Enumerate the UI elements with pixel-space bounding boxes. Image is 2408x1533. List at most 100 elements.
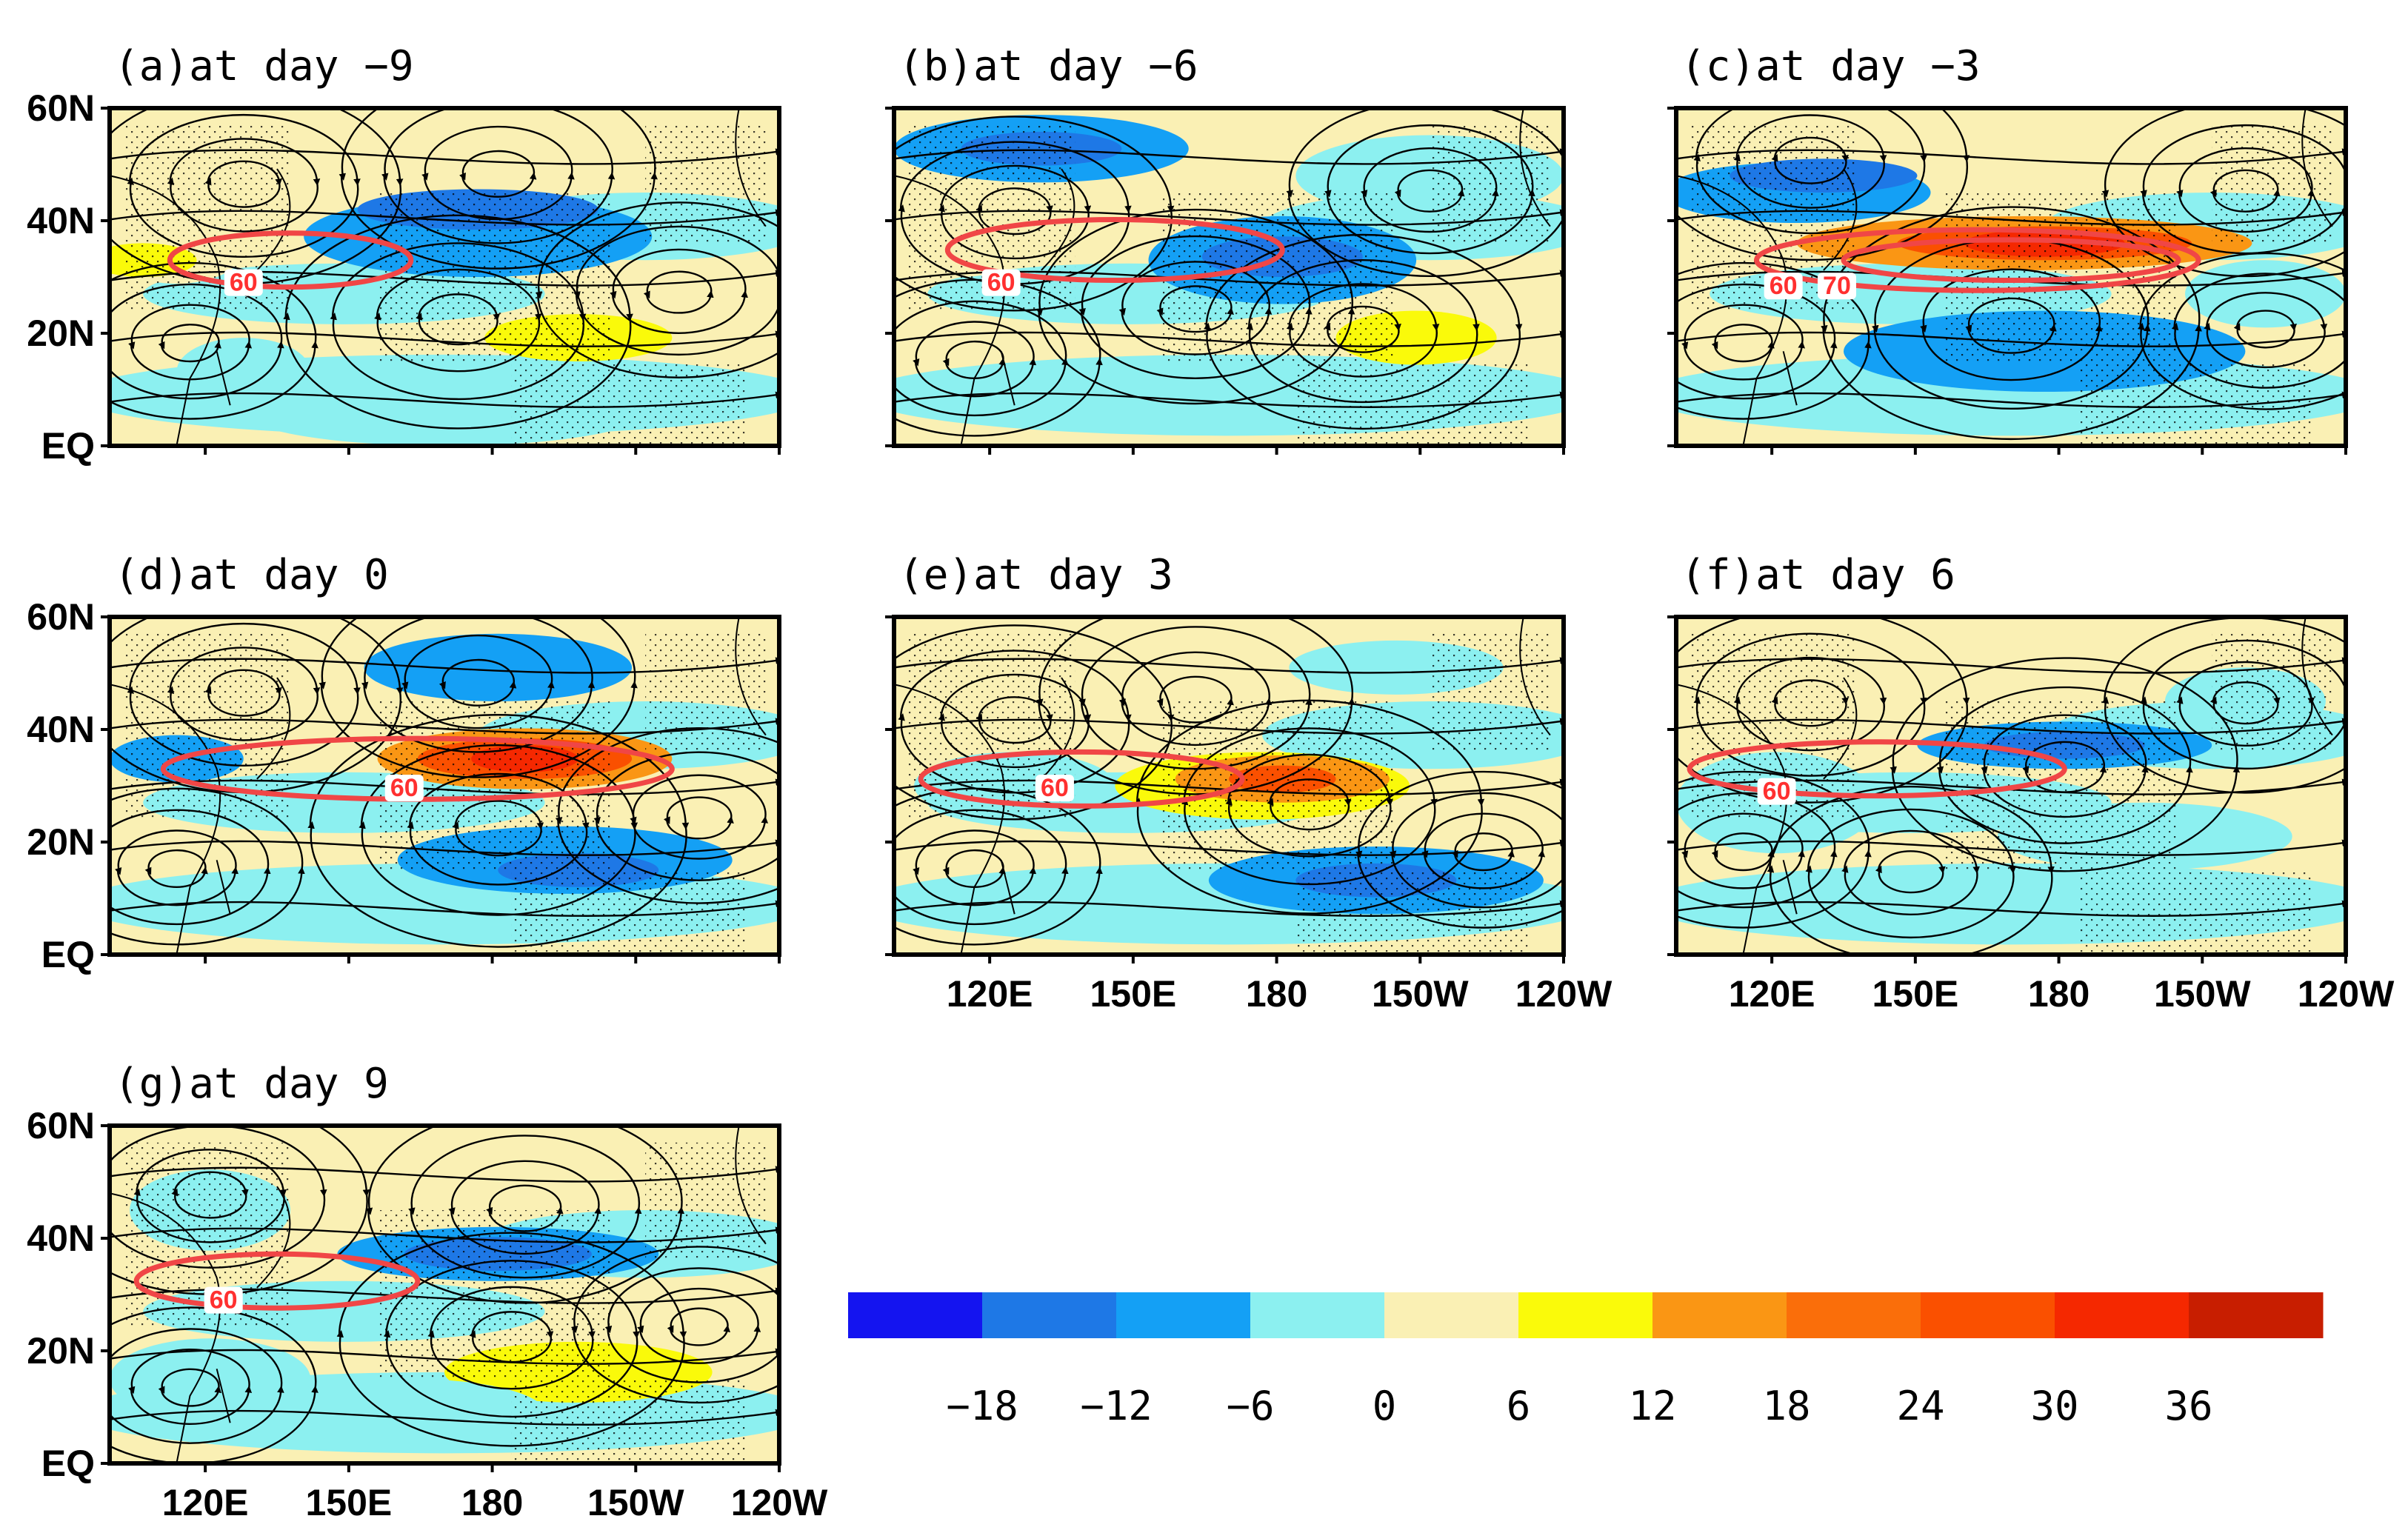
panel-c-title: (c)at day −3 (1681, 42, 1981, 90)
colorbar-segment (2189, 1292, 2324, 1338)
colorbar-tick-label: 0 (1373, 1383, 1397, 1429)
streamline (894, 148, 1564, 165)
streamline (110, 1126, 370, 1295)
y-tick-label: 60N (27, 596, 95, 638)
coastline (110, 1126, 767, 1463)
significance-stipple (645, 124, 766, 244)
panel-f-title: (f)at day 6 (1681, 551, 1955, 599)
streamline (110, 1166, 779, 1183)
streamline (894, 787, 1103, 946)
colorbar-segment (1384, 1292, 1519, 1338)
x-tick-label: 180 (461, 1482, 523, 1523)
y-tick-label: EQ (41, 1443, 95, 1484)
streamline (1676, 792, 1838, 909)
contour-label-bg (1757, 778, 1796, 805)
streamline (127, 113, 361, 258)
colorbar-tick-label: 6 (1507, 1383, 1531, 1429)
streamline (336, 1232, 687, 1447)
streamline (555, 727, 779, 904)
x-tick-label: 120W (2298, 973, 2395, 1015)
streamline (1693, 108, 1927, 235)
panel-g: (g)at day 9 60 60N 40N 20N EQ 120E 150E 180 150W 1… (27, 1060, 828, 1523)
streamline (338, 108, 658, 270)
panel-d-title: (d)at day 0 (114, 551, 389, 599)
streamline (894, 116, 1175, 312)
panel-b: (b)at day −6 60 (885, 42, 1566, 455)
streamline (110, 1328, 284, 1444)
streamline (1134, 699, 1485, 915)
streamline (2137, 252, 2346, 410)
coastline (1676, 617, 2333, 955)
contour-label: 60 (1770, 272, 1798, 300)
panel-frame (107, 106, 781, 448)
streamline (110, 1306, 318, 1463)
streamline (318, 617, 638, 778)
jet-contour (918, 749, 1245, 809)
colorbar-segment (982, 1292, 1117, 1338)
colorbar-segment (1116, 1292, 1251, 1338)
colorbar-tick-label: 36 (2164, 1383, 2212, 1429)
streamline (408, 1135, 642, 1279)
y-tick-label: EQ (41, 934, 95, 975)
streamline (1676, 391, 2346, 408)
streamline (573, 225, 779, 356)
significance-stipple (511, 1379, 746, 1463)
streamline (307, 714, 690, 948)
coastline (1676, 108, 2333, 446)
streamline (1204, 233, 1523, 430)
contour-label: 60 (987, 269, 1015, 297)
y-tick-label: 20N (27, 313, 95, 354)
panel-frame (1674, 615, 2348, 957)
streamline (110, 148, 779, 165)
streamline (1676, 283, 1838, 400)
colorbar-segment (1518, 1292, 1653, 1338)
panel-a: (a)at day −9 60 60N 40N 20N EQ (27, 42, 781, 467)
colorbar-segment (1250, 1292, 1385, 1338)
contour-label: 60 (390, 774, 418, 802)
streamline (2101, 617, 2346, 794)
panel-frame (107, 1123, 781, 1466)
streamline (1078, 235, 1313, 379)
streamline (110, 900, 779, 917)
y-tick-label: 20N (27, 1330, 95, 1372)
streamline (1676, 209, 2346, 226)
x-tick-label: 150W (587, 1482, 684, 1523)
streamline (894, 330, 1564, 347)
colorbar-segment (1787, 1292, 1921, 1338)
streamline (1676, 839, 2346, 856)
panel-frame (1674, 106, 2348, 448)
significance-stipple (511, 361, 746, 446)
significance-stipple (1295, 361, 1530, 446)
streamline (894, 209, 1564, 226)
streamline (894, 839, 1564, 856)
streamline (381, 108, 616, 244)
contour-label-bg (224, 269, 263, 296)
streamline (2140, 124, 2346, 255)
coastline (110, 617, 767, 955)
contour-label-bg (1035, 775, 1074, 802)
x-tick-label: 180 (1246, 973, 1307, 1015)
streamline (110, 657, 779, 674)
streamline (1286, 108, 1564, 278)
streamline (110, 209, 779, 226)
panel-e-title: (e)at day 3 (898, 551, 1173, 599)
contour-label-bg (981, 269, 1021, 296)
streamline (110, 1226, 779, 1243)
panel-c: (c)at day −3 60 70 (1667, 42, 2348, 455)
x-tick-label: 120E (162, 1482, 249, 1523)
x-tick-label: 180 (2028, 973, 2090, 1015)
panel-e: (e)at day 3 60 120E 150E 180 150W 120W (885, 551, 1612, 1015)
anomaly-shading (110, 1338, 311, 1420)
streamline (110, 1126, 327, 1269)
streamline (1676, 718, 2346, 735)
contour-label: 60 (210, 1286, 238, 1315)
streamline (604, 1267, 779, 1383)
streamline (2171, 273, 2346, 389)
colorbar-segment (1921, 1292, 2055, 1338)
coastline (110, 108, 767, 446)
streamline (110, 787, 305, 946)
contour-label-bg (1817, 273, 1856, 300)
colorbar-segment (1652, 1292, 1787, 1338)
streamline (2101, 108, 2346, 278)
significance-stipple (2212, 124, 2332, 244)
